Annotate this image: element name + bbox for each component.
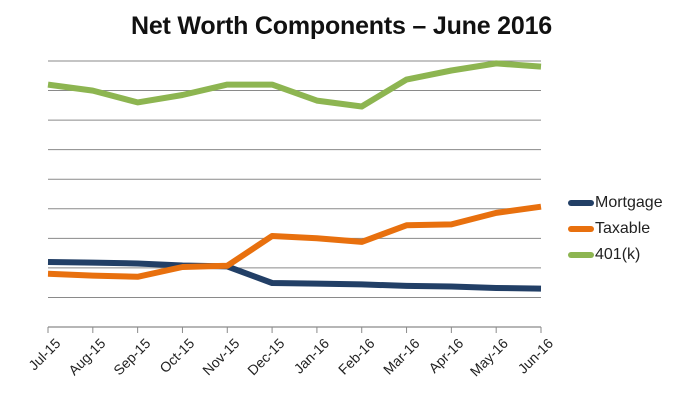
401k-swatch-icon	[568, 252, 594, 258]
series-line-401k	[47, 60, 542, 110]
legend-label: 401(k)	[595, 246, 641, 263]
legend-item-mortgage: Mortgage	[568, 190, 663, 216]
legend-label: Mortgage	[595, 194, 663, 211]
taxable-swatch-icon	[568, 226, 594, 232]
series-line-taxable	[47, 203, 542, 280]
legend-item-taxable: Taxable	[568, 216, 663, 242]
series-lines	[47, 60, 542, 292]
chart-title: Net Worth Components – June 2016	[131, 12, 552, 40]
x-axis	[47, 326, 542, 333]
legend: Mortgage Taxable 401(k)	[568, 190, 663, 268]
series-line-mortgage	[47, 259, 542, 292]
legend-label: Taxable	[595, 220, 651, 237]
legend-item-401k: 401(k)	[568, 242, 663, 268]
mortgage-swatch-icon	[568, 200, 594, 206]
